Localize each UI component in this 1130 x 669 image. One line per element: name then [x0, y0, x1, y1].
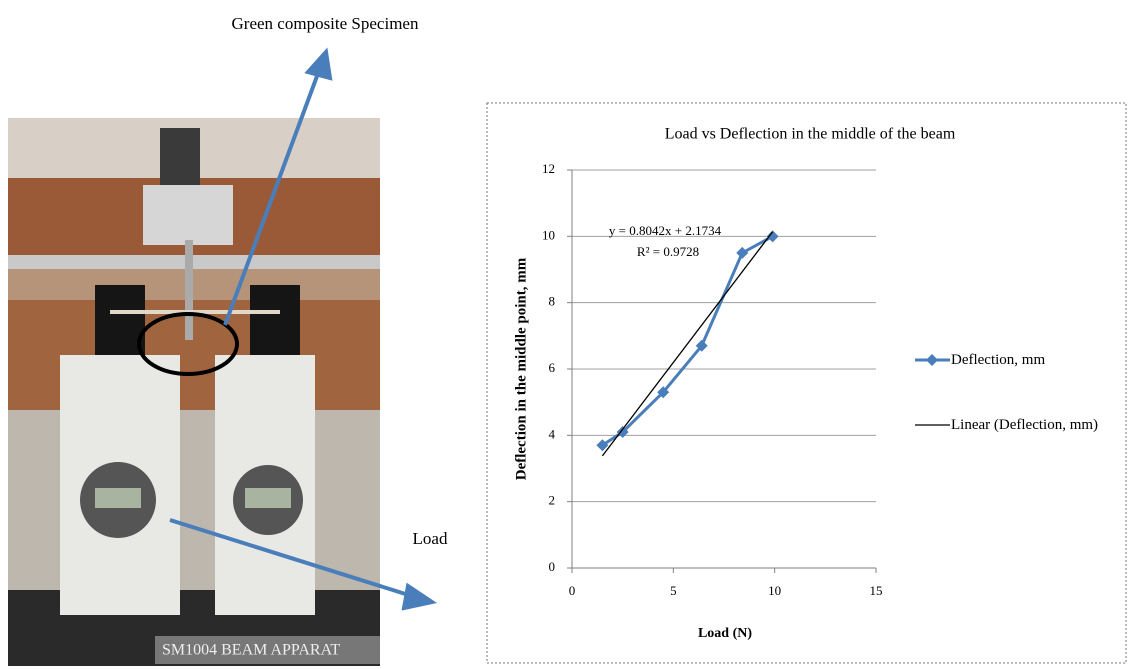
annotation-arrows	[169, 47, 438, 611]
photo-gauge	[160, 128, 200, 188]
data-point	[695, 339, 708, 352]
specimen-circle	[137, 312, 239, 376]
photo-display-left	[95, 488, 141, 508]
data-point	[657, 386, 670, 399]
photo-specimen	[110, 310, 280, 314]
y-tick-label: 4	[549, 426, 556, 441]
load-label: Load	[413, 529, 448, 548]
photo-display-right	[245, 488, 291, 508]
x-tick-label: 15	[870, 583, 883, 598]
data-point	[596, 439, 609, 452]
data-point	[766, 230, 779, 243]
trendline-equation: y = 0.8042x + 2.1734	[609, 223, 722, 238]
apparatus-photo: SM1004 BEAM APPARAT	[8, 118, 380, 666]
y-tick-label: 2	[549, 493, 556, 508]
chart-title: Load vs Deflection in the middle of the …	[665, 126, 956, 143]
x-tick-label: 0	[569, 583, 576, 598]
photo-plate	[155, 636, 380, 664]
y-axis-title: Deflection in the middle point, mm	[513, 257, 529, 480]
y-tick-label: 8	[549, 294, 556, 309]
legend-marker	[926, 354, 938, 366]
specimen-arrowhead	[304, 47, 333, 81]
trendline-r2: R² = 0.9728	[637, 244, 699, 259]
data-point	[616, 426, 629, 439]
load-arrowhead	[401, 582, 438, 611]
specimen-label: Green composite Specimen	[232, 14, 419, 33]
photo-bracket	[143, 185, 233, 245]
legend-label: Linear (Deflection, mm)	[951, 417, 1099, 433]
x-tick-label: 5	[670, 583, 677, 598]
specimen-arrow	[223, 67, 322, 326]
photo-beam	[8, 255, 380, 269]
legend	[915, 354, 950, 426]
chart-frame	[486, 102, 1127, 664]
y-tick-label: 12	[542, 161, 555, 176]
plot-area: 0 2 4 6 8 10 12 0 5 10 15	[542, 161, 883, 598]
legend-label: Deflection, mm	[951, 352, 1046, 368]
y-tick-label: 10	[542, 227, 555, 242]
y-tick-label: 6	[549, 360, 556, 375]
data-point	[736, 246, 749, 259]
x-tick-label: 10	[768, 583, 781, 598]
y-tick-label: 0	[549, 559, 556, 574]
series-line	[601, 231, 774, 457]
apparatus-label: SM1004 BEAM APPARAT	[162, 642, 340, 659]
x-axis-title: Load (N)	[698, 626, 752, 641]
load-arrow	[169, 518, 416, 599]
photo-rod	[185, 240, 193, 340]
